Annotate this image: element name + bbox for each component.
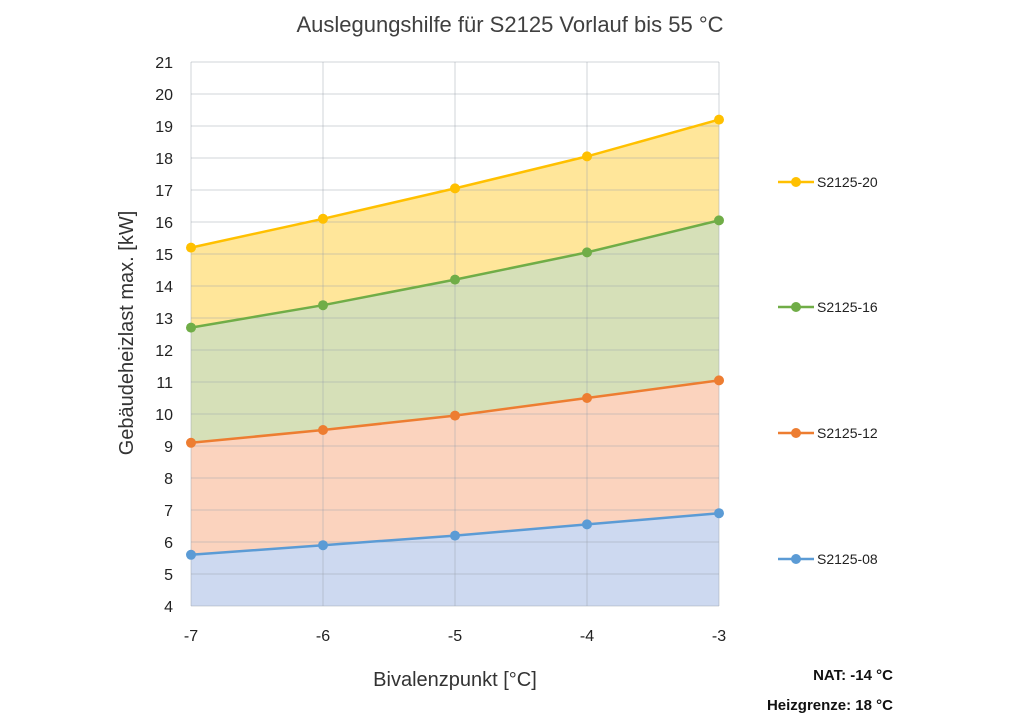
y-tick-label: 15 — [155, 247, 173, 264]
area-band-s2125-12 — [191, 380, 719, 555]
data-point-s2125-16 — [450, 274, 460, 285]
x-tick-label: -7 — [184, 628, 198, 645]
nat-note: NAT: -14 °C — [813, 667, 893, 684]
x-tick-label: -3 — [712, 628, 726, 645]
y-tick-label: 14 — [155, 279, 173, 296]
data-point-s2125-08 — [450, 530, 460, 541]
data-point-s2125-12 — [318, 425, 328, 435]
y-tick-label: 9 — [164, 439, 173, 456]
legend-item-s2125-12: S2125-12 — [778, 425, 878, 441]
y-tick-label: 6 — [164, 535, 173, 552]
y-tick-label: 11 — [156, 375, 173, 392]
data-point-s2125-16 — [318, 300, 328, 311]
legend: S2125-20 S2125-16 S2125-12 S2125-08 — [778, 174, 878, 567]
data-point-s2125-08 — [318, 540, 328, 551]
data-point-s2125-16 — [186, 322, 196, 333]
legend-marker — [791, 177, 801, 187]
data-point-s2125-16 — [582, 247, 592, 258]
y-axis-label: Gebäudeheizlast max. [kW] — [116, 211, 138, 456]
legend-marker — [791, 302, 801, 312]
data-point-s2125-08 — [582, 519, 592, 530]
data-point-s2125-12 — [450, 410, 460, 421]
area-band-s2125-08 — [191, 513, 719, 606]
data-point-s2125-20 — [318, 213, 328, 224]
y-tick-label: 4 — [164, 599, 173, 616]
y-tick-label: 20 — [155, 87, 173, 104]
area-band-s2125-20 — [191, 119, 719, 328]
legend-label: S2125-20 — [817, 174, 878, 190]
legend-label: S2125-16 — [817, 299, 878, 315]
data-point-s2125-12 — [582, 393, 592, 403]
legend-item-s2125-16: S2125-16 — [778, 299, 878, 315]
area-band-s2125-16 — [191, 220, 719, 443]
data-point-s2125-12 — [186, 437, 196, 448]
y-tick-label: 18 — [155, 151, 173, 168]
y-tick-label: 8 — [164, 471, 173, 488]
y-tick-label: 7 — [164, 503, 173, 520]
legend-marker — [791, 428, 801, 438]
chart-title: Auslegungshilfe für S2125 Vorlauf bis 55… — [296, 12, 723, 37]
y-tick-label: 13 — [155, 311, 173, 328]
x-axis-label: Bivalenzpunkt [°C] — [373, 669, 537, 691]
plot-area: 4 5 6 7 8 9 10 11 12 13 14 15 16 17 18 19 20 21 -7 -6 -5 -4 -3 — [155, 55, 726, 645]
data-point-s2125-20 — [714, 114, 724, 125]
x-tick-label: -5 — [448, 628, 462, 645]
data-point-s2125-16 — [714, 215, 724, 226]
heizgrenze-note: Heizgrenze: 18 °C — [767, 697, 893, 714]
legend-marker — [791, 554, 801, 564]
x-tick-label: -6 — [316, 628, 330, 645]
data-point-s2125-20 — [186, 242, 196, 253]
data-point-s2125-20 — [450, 183, 460, 194]
y-tick-label: 10 — [155, 407, 173, 424]
x-tick-label: -4 — [580, 628, 594, 645]
y-tick-label: 17 — [155, 183, 173, 200]
data-point-s2125-12 — [714, 375, 724, 386]
y-tick-label: 19 — [155, 119, 173, 136]
legend-label: S2125-12 — [817, 425, 878, 441]
data-point-s2125-08 — [186, 549, 196, 560]
y-tick-label: 12 — [155, 343, 173, 360]
legend-label: S2125-08 — [817, 551, 878, 567]
y-tick-label: 16 — [155, 215, 173, 232]
y-tick-label: 5 — [164, 567, 173, 584]
data-point-s2125-08 — [714, 508, 724, 519]
data-point-s2125-20 — [582, 151, 592, 162]
legend-item-s2125-08: S2125-08 — [778, 551, 878, 567]
legend-item-s2125-20: S2125-20 — [778, 174, 878, 190]
y-tick-label: 21 — [155, 55, 173, 72]
